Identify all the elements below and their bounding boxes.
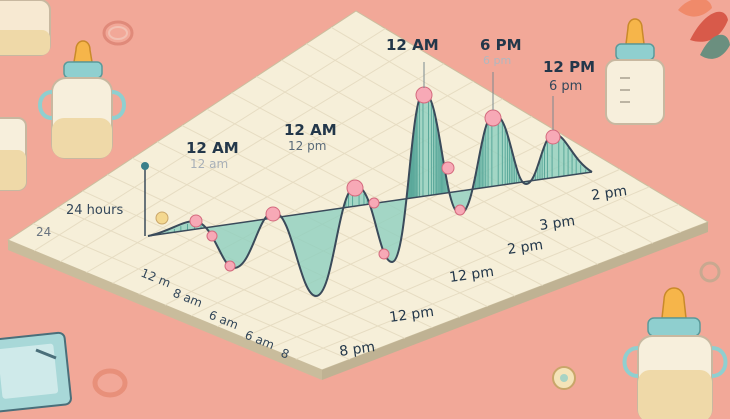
wave-line — [147, 90, 593, 298]
small-ring-icon-right — [699, 261, 721, 283]
y-axis-value: 24 — [36, 225, 51, 239]
notebook-icon — [0, 331, 72, 413]
peak-labels: 12 AM 12 am 12 AM 12 pm 12 AM 6 PM 6 pm … — [186, 36, 595, 171]
peak-label-main: 6 PM — [480, 36, 522, 54]
grid-line — [60, 45, 415, 263]
feeding-dot — [368, 197, 380, 209]
feeding-dot — [206, 230, 218, 242]
time-label: 8 pm — [338, 339, 376, 360]
feeding-dots — [155, 86, 561, 272]
grid-line — [33, 28, 386, 252]
time-label: 2 pm — [590, 183, 628, 204]
time-labels: 8 pm 12 pm 12 pm 2 pm 3 pm 2 pm — [338, 183, 628, 360]
label-leaders — [423, 62, 554, 130]
pacifier-ring-icon-top — [102, 20, 134, 46]
grid-line — [86, 63, 445, 273]
y-axis-label: 24 hours — [66, 203, 123, 218]
baby-bottle-icon-right-bottom — [622, 287, 728, 419]
feeding-dot — [265, 206, 281, 222]
time-label: 12 pm — [388, 304, 435, 326]
feeding-dot — [155, 211, 169, 225]
time-label: 12 pm — [448, 264, 495, 286]
grid — [32, 26, 681, 360]
baby-bottle-icon-left-top — [0, 0, 51, 56]
grid-line — [164, 116, 533, 306]
grid-line — [112, 80, 474, 284]
feeding-dot — [346, 179, 364, 197]
feeding-dot — [415, 86, 433, 104]
grid-line — [295, 203, 679, 360]
baby-bottle-icon-right-top — [605, 18, 665, 125]
grid-line — [243, 168, 621, 338]
peak-label-sub: 6 pm — [483, 54, 511, 67]
peak-label-sub: 6 pm — [549, 79, 582, 94]
peak-label-main: 12 AM — [186, 139, 239, 157]
feeding-dot — [224, 260, 236, 272]
peak-label-sub: 12 pm — [288, 139, 326, 153]
time-label: 3 pm — [538, 213, 576, 234]
peak-label-main: 12 PM — [543, 58, 595, 76]
axis-origin-dot — [141, 162, 149, 170]
grid-line — [138, 98, 503, 295]
peak-label-main: 12 AM — [386, 36, 439, 54]
feeding-dot — [441, 161, 455, 175]
feeding-dot — [484, 109, 502, 127]
leaf-icon — [678, 0, 730, 59]
rattle-icon — [552, 366, 576, 390]
peak-label-sub: 12 am — [190, 157, 228, 171]
pacifier-ring-icon-bottom — [92, 368, 128, 398]
grid-line — [269, 186, 650, 349]
feeding-dot — [378, 248, 390, 260]
y-axis-labels: 24 24 hours — [36, 203, 123, 239]
peak-label-main: 12 AM — [284, 121, 337, 139]
baby-bottle-icon-left-small — [0, 117, 27, 191]
feeding-dot — [189, 214, 203, 228]
feeding-dot — [545, 129, 561, 145]
time-label: 2 pm — [506, 237, 544, 258]
baby-bottle-icon-left — [38, 40, 126, 159]
feeding-dot — [454, 204, 466, 216]
